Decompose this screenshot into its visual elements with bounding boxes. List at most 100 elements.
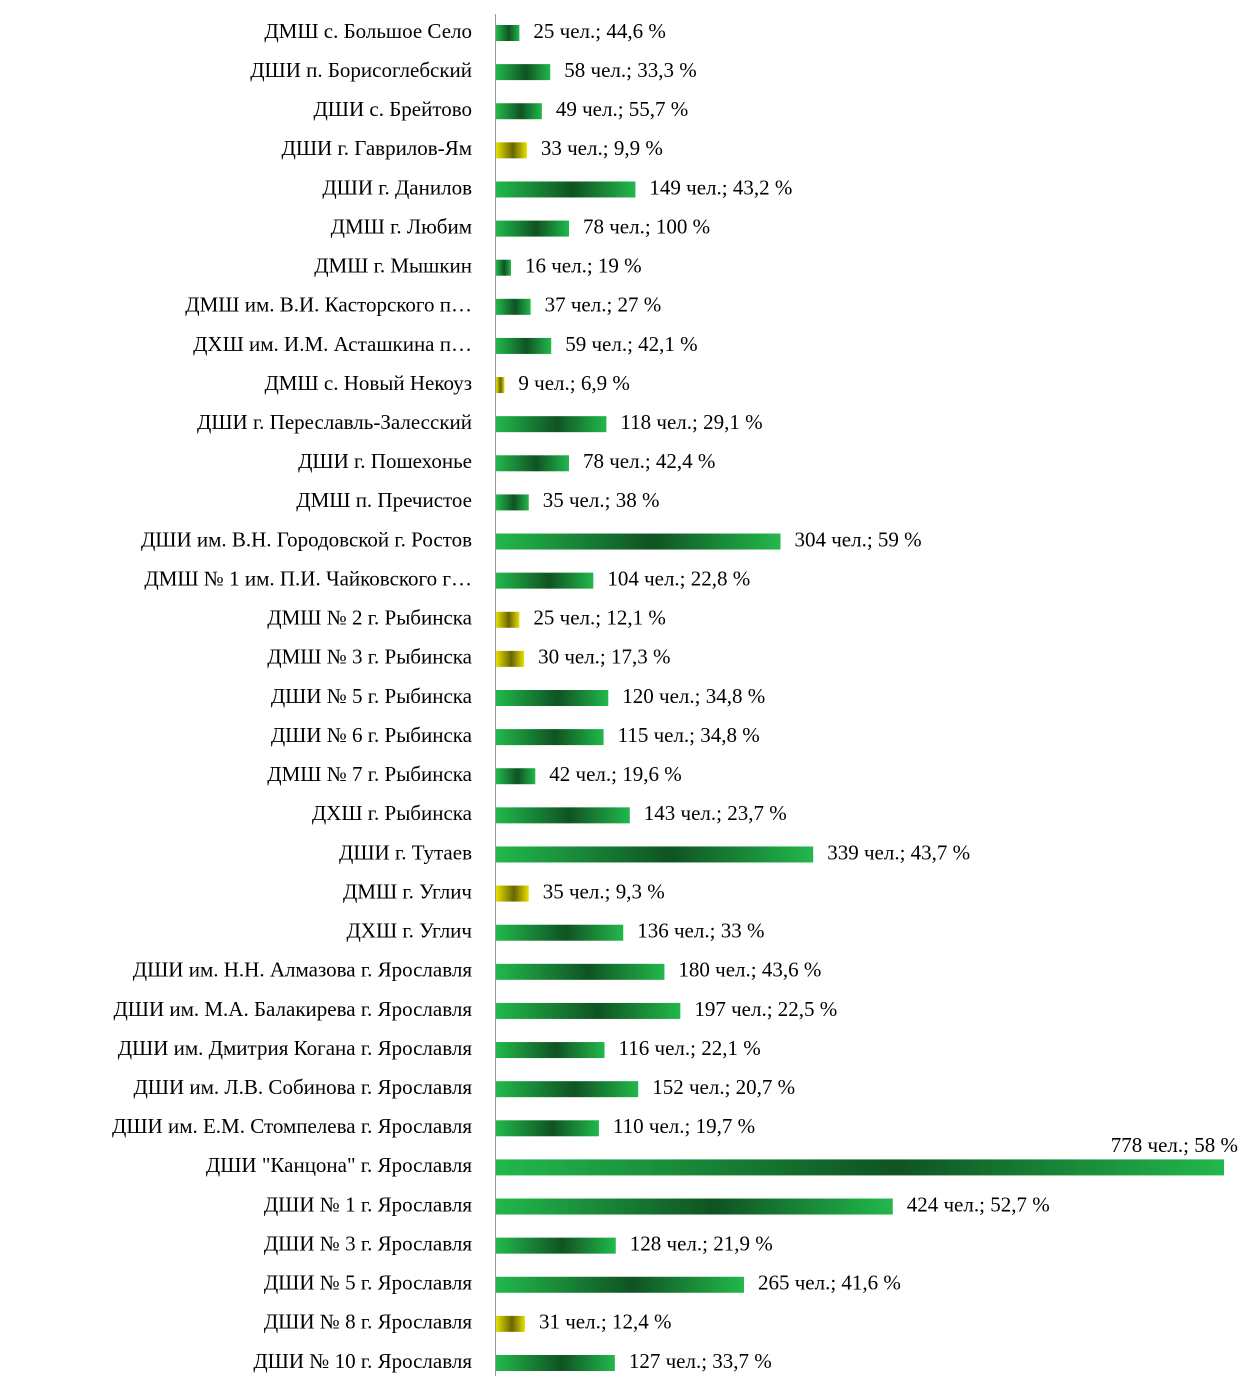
bar — [496, 924, 624, 941]
y-tick-label: ДХШ им. И.М. Асташкина п… — [193, 332, 472, 356]
bar — [496, 963, 665, 980]
data-label: 37 чел.; 27 % — [545, 293, 662, 317]
bar — [496, 1237, 616, 1254]
bar — [496, 25, 520, 41]
data-label: 30 чел.; 17,3 % — [538, 645, 670, 669]
data-label: 35 чел.; 9,3 % — [543, 879, 665, 903]
data-label: 104 чел.; 22,8 % — [607, 566, 750, 590]
bar — [496, 572, 594, 589]
data-label: 180 чел.; 43,6 % — [678, 958, 821, 982]
data-label: 78 чел.; 100 % — [583, 214, 710, 238]
y-tick-label: ДМШ г. Углич — [343, 879, 472, 903]
y-tick-label: ДШИ "Канцона" г. Ярославля — [206, 1153, 472, 1177]
bar — [496, 1198, 893, 1215]
bar — [496, 494, 529, 511]
bar — [496, 1276, 744, 1293]
y-tick-label: ДШИ им. М.А. Балакирева г. Ярославля — [113, 997, 472, 1021]
y-tick-label: ДМШ с. Новый Некоуз — [264, 371, 472, 395]
y-tick-label: ДШИ № 10 г. Ярославля — [253, 1349, 472, 1373]
y-tick-label: ДШИ г. Гаврилов-Ям — [282, 136, 472, 160]
bar — [496, 181, 636, 198]
y-tick-label: ДХШ г. Рыбинска — [312, 801, 473, 825]
bar — [496, 298, 531, 315]
bar — [496, 1120, 599, 1137]
y-tick-label: ДШИ № 5 г. Ярославля — [264, 1271, 472, 1295]
data-label: 115 чел.; 34,8 % — [618, 723, 760, 747]
y-tick-label: ДШИ с. Брейтово — [313, 97, 472, 121]
bar — [496, 1002, 681, 1019]
data-label: 118 чел.; 29,1 % — [620, 410, 762, 434]
bar — [496, 611, 520, 628]
bar — [496, 690, 609, 706]
data-label: 304 чел.; 59 % — [794, 527, 921, 551]
bar — [496, 807, 630, 824]
y-tick-label: ДМШ № 1 им. П.И. Чайковского г… — [144, 566, 472, 590]
data-label: 35 чел.; 38 % — [543, 488, 660, 512]
data-label: 58 чел.; 33,3 % — [564, 58, 696, 82]
y-tick-label: ДШИ им. Дмитрия Когана г. Ярославля — [118, 1036, 473, 1060]
y-tick-label: ДМШ г. Любим — [331, 214, 472, 238]
data-label: 265 чел.; 41,6 % — [758, 1271, 901, 1295]
bar — [496, 1081, 639, 1098]
data-label: 424 чел.; 52,7 % — [907, 1192, 1050, 1216]
data-label: 110 чел.; 19,7 % — [613, 1114, 755, 1138]
bar — [496, 142, 527, 159]
data-label: 31 чел.; 12,4 % — [539, 1310, 671, 1334]
bar — [496, 1355, 615, 1371]
y-tick-label: ДМШ с. Большое Село — [264, 19, 472, 43]
y-tick-label: ДХШ г. Углич — [346, 919, 472, 943]
bar — [496, 377, 505, 394]
y-tick-label: ДМШ № 7 г. Рыбинска — [267, 762, 472, 786]
bar — [496, 259, 511, 276]
data-label: 143 чел.; 23,7 % — [644, 801, 787, 825]
data-label: 120 чел.; 34,8 % — [622, 684, 765, 708]
bar — [496, 416, 607, 433]
y-tick-label: ДШИ им. В.Н. Городовской г. Ростов — [141, 527, 472, 551]
data-label: 78 чел.; 42,4 % — [583, 449, 715, 473]
bar — [496, 103, 542, 120]
data-label: 42 чел.; 19,6 % — [549, 762, 681, 786]
y-tick-label: ДШИ г. Данилов — [322, 175, 472, 199]
data-label: 25 чел.; 44,6 % — [533, 19, 665, 43]
data-label: 339 чел.; 43,7 % — [827, 840, 970, 864]
y-tick-label: ДШИ г. Переславль-Залесский — [197, 410, 472, 434]
data-label: 127 чел.; 33,7 % — [629, 1349, 772, 1373]
y-tick-label: ДШИ им. Е.М. Стомпелева г. Ярославля — [112, 1114, 472, 1138]
bar — [496, 220, 569, 237]
y-tick-label: ДШИ № 3 г. Ярославля — [264, 1231, 472, 1255]
data-label: 49 чел.; 55,7 % — [556, 97, 688, 121]
bar — [496, 729, 604, 746]
bar — [496, 533, 781, 550]
bar — [496, 1159, 1224, 1176]
data-label: 149 чел.; 43,2 % — [649, 175, 792, 199]
bar — [496, 1042, 605, 1059]
data-label: 25 чел.; 12,1 % — [533, 606, 665, 630]
data-label: 152 чел.; 20,7 % — [652, 1075, 795, 1099]
y-tick-label: ДМШ № 2 г. Рыбинска — [267, 606, 472, 630]
bar — [496, 846, 814, 863]
y-tick-label: ДШИ им. Н.Н. Алмазова г. Ярославля — [133, 958, 473, 982]
y-tick-label: ДШИ № 5 г. Рыбинска — [271, 684, 473, 708]
bar — [496, 455, 569, 472]
data-label: 33 чел.; 9,9 % — [541, 136, 663, 160]
y-tick-label: ДШИ г. Тутаев — [339, 840, 472, 864]
data-label: 197 чел.; 22,5 % — [694, 997, 837, 1021]
data-label: 16 чел.; 19 % — [525, 254, 642, 278]
data-label: 9 чел.; 6,9 % — [518, 371, 629, 395]
data-label: 59 чел.; 42,1 % — [565, 332, 697, 356]
bar — [496, 768, 536, 785]
bar — [496, 1315, 526, 1332]
y-tick-label: ДМШ п. Пречистое — [296, 488, 472, 512]
bar — [496, 337, 552, 354]
bar — [496, 64, 551, 81]
y-tick-label: ДМШ им. В.И. Касторского п… — [185, 293, 472, 317]
data-label: 128 чел.; 21,9 % — [630, 1231, 773, 1255]
y-tick-label: ДШИ им. Л.В. Собинова г. Ярославля — [133, 1075, 472, 1099]
data-label: 116 чел.; 22,1 % — [619, 1036, 761, 1060]
data-label: 778 чел.; 58 % — [1111, 1133, 1238, 1157]
y-tick-label: ДМШ № 3 г. Рыбинска — [267, 645, 472, 669]
y-tick-label: ДМШ г. Мышкин — [314, 254, 472, 278]
data-label: 136 чел.; 33 % — [637, 919, 764, 943]
bar — [496, 885, 529, 902]
